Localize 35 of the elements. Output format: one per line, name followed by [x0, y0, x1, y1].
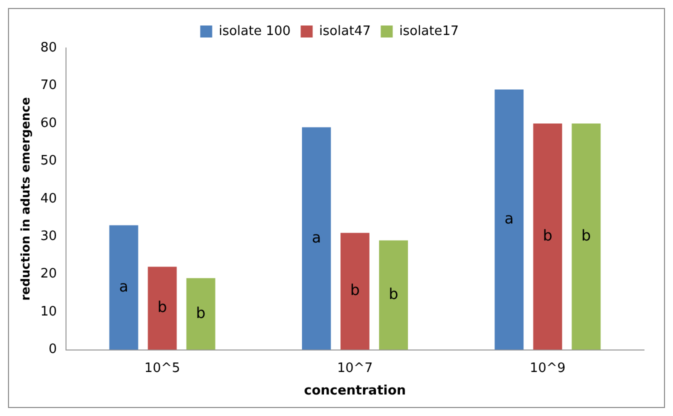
bar: [494, 90, 524, 350]
data-label: b: [350, 281, 360, 300]
y-axis-title: reduction in aduts emergence: [18, 97, 32, 301]
bar: [186, 278, 216, 350]
bar: [302, 127, 331, 350]
data-label: a: [312, 228, 322, 246]
y-tick-label: 70: [40, 78, 57, 94]
x-tick-label: 10^9: [530, 360, 566, 376]
legend-label: isolate 100: [218, 24, 291, 39]
y-tick-label: 30: [40, 229, 57, 244]
y-tick-label: 60: [40, 116, 57, 131]
x-tick-label: 10^5: [144, 360, 180, 376]
bar: [379, 240, 408, 350]
x-tick-label: 10^7: [337, 360, 373, 376]
data-label: a: [119, 277, 128, 296]
data-label: a: [504, 210, 514, 228]
legend-label: isolat47: [319, 24, 371, 39]
bar: [148, 266, 177, 350]
y-tick-label: 50: [40, 154, 57, 169]
y-tick-label: 40: [40, 191, 57, 206]
bar: [109, 225, 138, 350]
x-axis-title: concentration: [304, 384, 406, 399]
y-tick-label: 20: [40, 266, 57, 282]
data-label: b: [388, 284, 398, 303]
y-tick-label: 80: [40, 40, 57, 56]
bar: [340, 232, 370, 350]
bar: [572, 123, 601, 350]
data-label: b: [158, 298, 168, 316]
y-tick-label: 0: [48, 342, 57, 358]
data-label: b: [581, 226, 591, 245]
data-label: b: [542, 226, 552, 245]
legend-label: isolate17: [399, 24, 459, 39]
bar: [533, 123, 562, 350]
y-tick-label: 10: [40, 304, 57, 320]
data-label: b: [196, 304, 206, 322]
